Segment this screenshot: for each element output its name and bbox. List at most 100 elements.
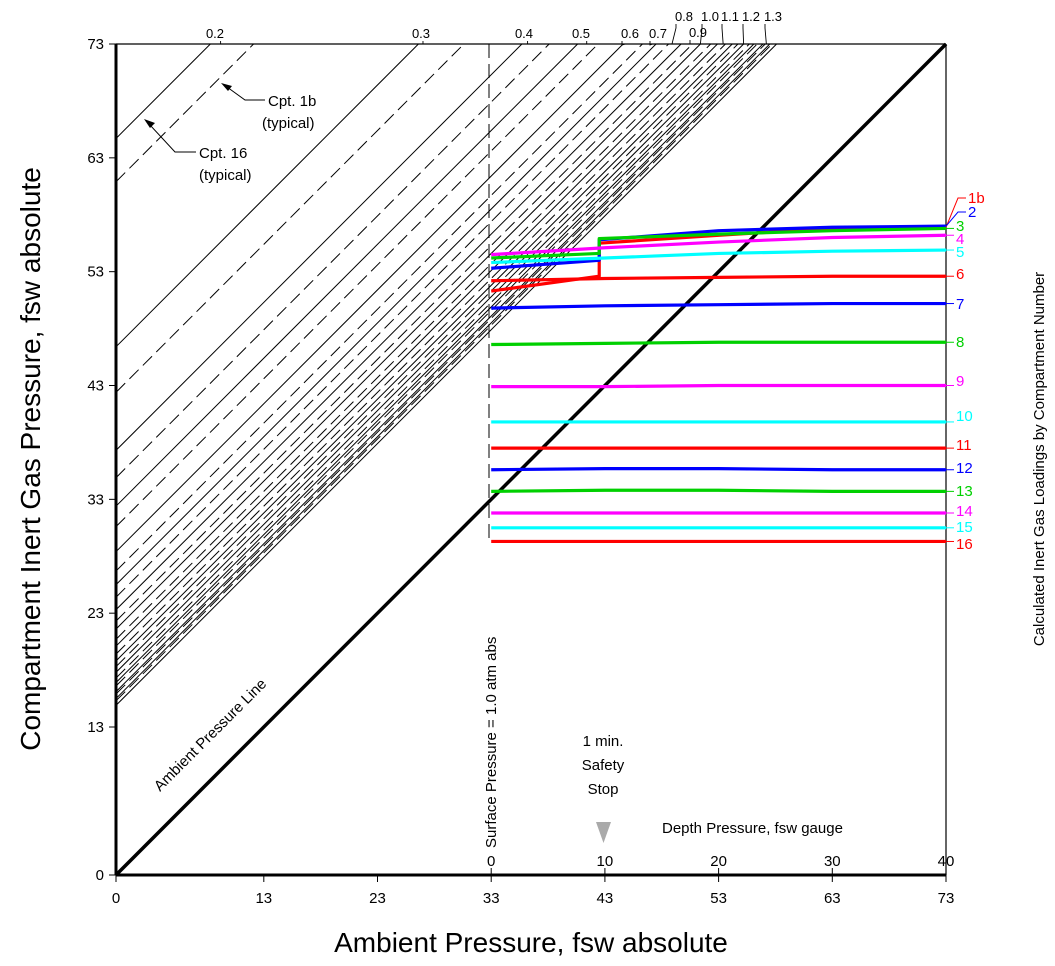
m-value-line-solid-4 <box>115 43 624 553</box>
m-value-label-0.5: 0.5 <box>572 26 590 41</box>
m-value-line-solid-11 <box>115 43 755 683</box>
m-value-label-0.8: 0.8 <box>675 9 693 24</box>
callout-cpt-16-line1: Cpt. 16 <box>199 145 247 162</box>
callout-cpt-1b-line1: Cpt. 1b <box>268 93 316 110</box>
m-value-line-dashed-0 <box>115 43 254 183</box>
m-value-label-1.3: 1.3 <box>764 9 782 24</box>
x-tick-label: 33 <box>483 890 500 907</box>
callout-cpt-1b: Cpt. 1b (typical) <box>221 83 316 132</box>
series-label-12: 12 <box>956 460 973 477</box>
series-leader-1b <box>945 197 966 228</box>
m-value-label-1.2: 1.2 <box>742 9 760 24</box>
x-tick-label: 23 <box>369 890 386 907</box>
series-line-9 <box>491 383 946 389</box>
safety-stop-arrow-icon <box>596 822 611 843</box>
x-tick-label: 73 <box>938 890 955 907</box>
m-value-line-dashed-13 <box>115 43 773 702</box>
series-label-2: 2 <box>968 204 976 221</box>
m-value-line-dashed-6 <box>115 43 693 622</box>
series-line-13 <box>491 488 946 493</box>
m-value-tick-1.2 <box>742 24 745 45</box>
series-label-13: 13 <box>956 483 973 500</box>
m-value-line-dashed-1 <box>115 43 465 393</box>
m-value-line-dashed-2 <box>115 43 550 479</box>
m-value-line-solid-3 <box>115 43 578 507</box>
m-value-line-dashed-8 <box>115 43 726 655</box>
x-tick-label: 43 <box>597 890 614 907</box>
ambient-pressure-line-label: Ambient Pressure Line <box>151 676 270 795</box>
m-value-line-dashed-10 <box>115 43 750 679</box>
series-line-4 <box>491 233 947 257</box>
depth-tick-label: 30 <box>824 853 841 870</box>
m-value-line-dashed-7 <box>115 43 711 640</box>
safety-stop-line1: 1 min. <box>583 733 624 750</box>
surface-label-backdrop <box>470 540 502 855</box>
m-value-line-solid-8 <box>115 43 718 647</box>
m-value-line-solid-10 <box>115 43 744 673</box>
series-leader-2 <box>945 211 966 227</box>
ambient-pressure-line <box>114 42 948 877</box>
series-label-8: 8 <box>956 334 964 351</box>
depth-tick-label: 20 <box>710 853 727 870</box>
y-tick-label: 33 <box>87 491 104 508</box>
m-value-line-solid-13 <box>115 43 771 699</box>
series-line-7 <box>491 301 946 310</box>
series-line-8 <box>491 340 946 347</box>
callout-cpt-16: Cpt. 16 (typical) <box>144 119 252 184</box>
depth-ticks: 0 10 20 30 40 <box>487 853 954 875</box>
m-value-line-dashed-11 <box>115 43 758 687</box>
series-label-1b: 1b <box>968 190 985 207</box>
y-tick-label: 63 <box>87 150 104 167</box>
y-tick-label: 0 <box>96 867 104 884</box>
m-value-label-0.9: 0.9 <box>689 25 707 40</box>
y-tick-label: 53 <box>87 264 104 281</box>
y-tick-label: 23 <box>87 605 104 622</box>
x-tick-label: 0 <box>112 890 120 907</box>
m-value-label-0.4: 0.4 <box>515 26 533 41</box>
series-line-3 <box>491 226 947 260</box>
x-tick-label: 13 <box>255 890 272 907</box>
m-value-line-solid-1 <box>115 43 419 348</box>
m-value-tick-1.3 <box>764 24 767 45</box>
m-value-line-solid-2 <box>115 43 523 451</box>
m-value-line-solid-12 <box>115 43 764 693</box>
m-value-line-solid-14 <box>115 43 777 706</box>
x-tick-label: 53 <box>710 890 727 907</box>
series-label-16: 16 <box>956 536 973 553</box>
y-tick-label: 13 <box>87 719 104 736</box>
depth-tick-label: 40 <box>938 853 955 870</box>
y-tick-label: 73 <box>87 36 104 53</box>
series-line-5 <box>491 248 947 265</box>
series-label-4: 4 <box>956 231 964 248</box>
x-axis-title: Ambient Pressure, fsw absolute <box>334 927 728 958</box>
m-value-line-solid-6 <box>115 43 682 611</box>
m-value-line-solid-9 <box>115 43 733 662</box>
series-label-7: 7 <box>956 296 964 313</box>
series-label-6: 6 <box>956 266 964 283</box>
m-value-line-dashed-12 <box>115 43 766 695</box>
callout-cpt-1b-line2: (typical) <box>262 115 315 132</box>
m-value-label-0.3: 0.3 <box>412 26 430 41</box>
m-value-line-dashed-9 <box>115 43 739 668</box>
series-label-3: 3 <box>956 218 964 235</box>
series-label-11: 11 <box>956 437 972 454</box>
compartment-series <box>490 224 947 544</box>
m-value-line-dashed-4 <box>115 43 643 572</box>
m-value-line-dashed-5 <box>115 43 669 598</box>
callout-cpt-16-line2: (typical) <box>199 167 252 184</box>
series-label-9: 9 <box>956 373 964 390</box>
y-axis-title: Compartment Inert Gas Pressure, fsw abso… <box>15 167 46 751</box>
m-value-line-solid-5 <box>115 43 657 586</box>
x-tick-label: 63 <box>824 890 841 907</box>
series-label-10: 10 <box>956 408 973 425</box>
right-axis-title: Calculated Inert Gas Loadings by Compart… <box>1031 272 1048 646</box>
m-value-label-0.2: 0.2 <box>206 26 224 41</box>
m-value-tick-1.0 <box>699 24 703 45</box>
safety-stop-line2: Safety <box>582 757 625 774</box>
depth-tick-label: 0 <box>487 853 495 870</box>
m-value-label-1.0: 1.0 <box>701 9 719 24</box>
m-value-label-0.6: 0.6 <box>621 26 639 41</box>
depth-axis-label: Depth Pressure, fsw gauge <box>662 820 843 837</box>
